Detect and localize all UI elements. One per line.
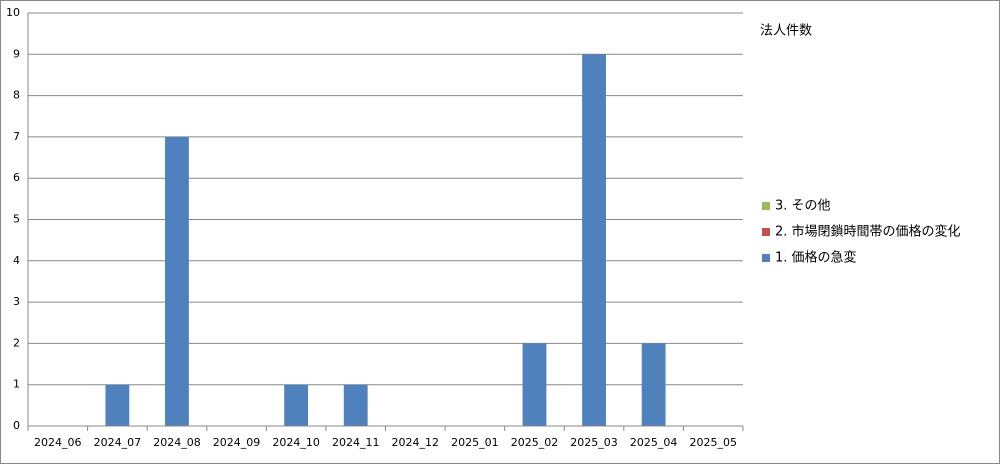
x-tick-label: 2024_09 — [213, 436, 261, 449]
y-tick-label: 10 — [6, 6, 20, 19]
bar — [582, 54, 606, 427]
legend-swatch — [762, 254, 770, 262]
legend-swatch — [762, 228, 770, 236]
x-tick-label: 2024_06 — [34, 436, 82, 449]
legend-label: 2. 市場閉鎖時間帯の価格の変化 — [775, 224, 961, 240]
y-tick-label: 2 — [13, 336, 20, 349]
y-tick-label: 8 — [13, 89, 20, 102]
x-tick-label: 2024_08 — [153, 436, 201, 449]
x-tick-label: 2024_12 — [392, 436, 440, 449]
y-tick-label: 0 — [13, 419, 20, 432]
y-tick-label: 7 — [13, 130, 20, 143]
x-tick-label: 2024_07 — [94, 436, 142, 449]
y-tick-label: 6 — [13, 171, 20, 184]
legend-label: 3. その他 — [775, 199, 831, 214]
bar — [641, 343, 666, 426]
legend-label: 1. 価格の急変 — [775, 250, 857, 266]
x-tick-label: 2025_01 — [451, 436, 499, 449]
x-tick-label: 2025_05 — [689, 436, 737, 449]
chart-title: 法人件数 — [760, 24, 812, 39]
y-tick-label: 4 — [13, 254, 20, 267]
y-tick-label: 3 — [13, 295, 20, 308]
bar — [105, 384, 130, 426]
bar — [343, 384, 368, 426]
y-tick-label: 1 — [13, 378, 20, 391]
x-tick-label: 2024_10 — [272, 436, 320, 449]
x-tick-label: 2025_04 — [630, 436, 678, 449]
y-tick-label: 5 — [13, 213, 20, 226]
bar — [284, 384, 309, 426]
x-tick-label: 2025_03 — [570, 436, 618, 449]
bar — [165, 136, 189, 426]
x-tick-label: 2025_02 — [511, 436, 559, 449]
y-tick-label: 9 — [13, 47, 20, 60]
x-tick-label: 2024_11 — [332, 436, 380, 449]
legend-swatch — [762, 202, 770, 210]
bar — [522, 343, 547, 426]
